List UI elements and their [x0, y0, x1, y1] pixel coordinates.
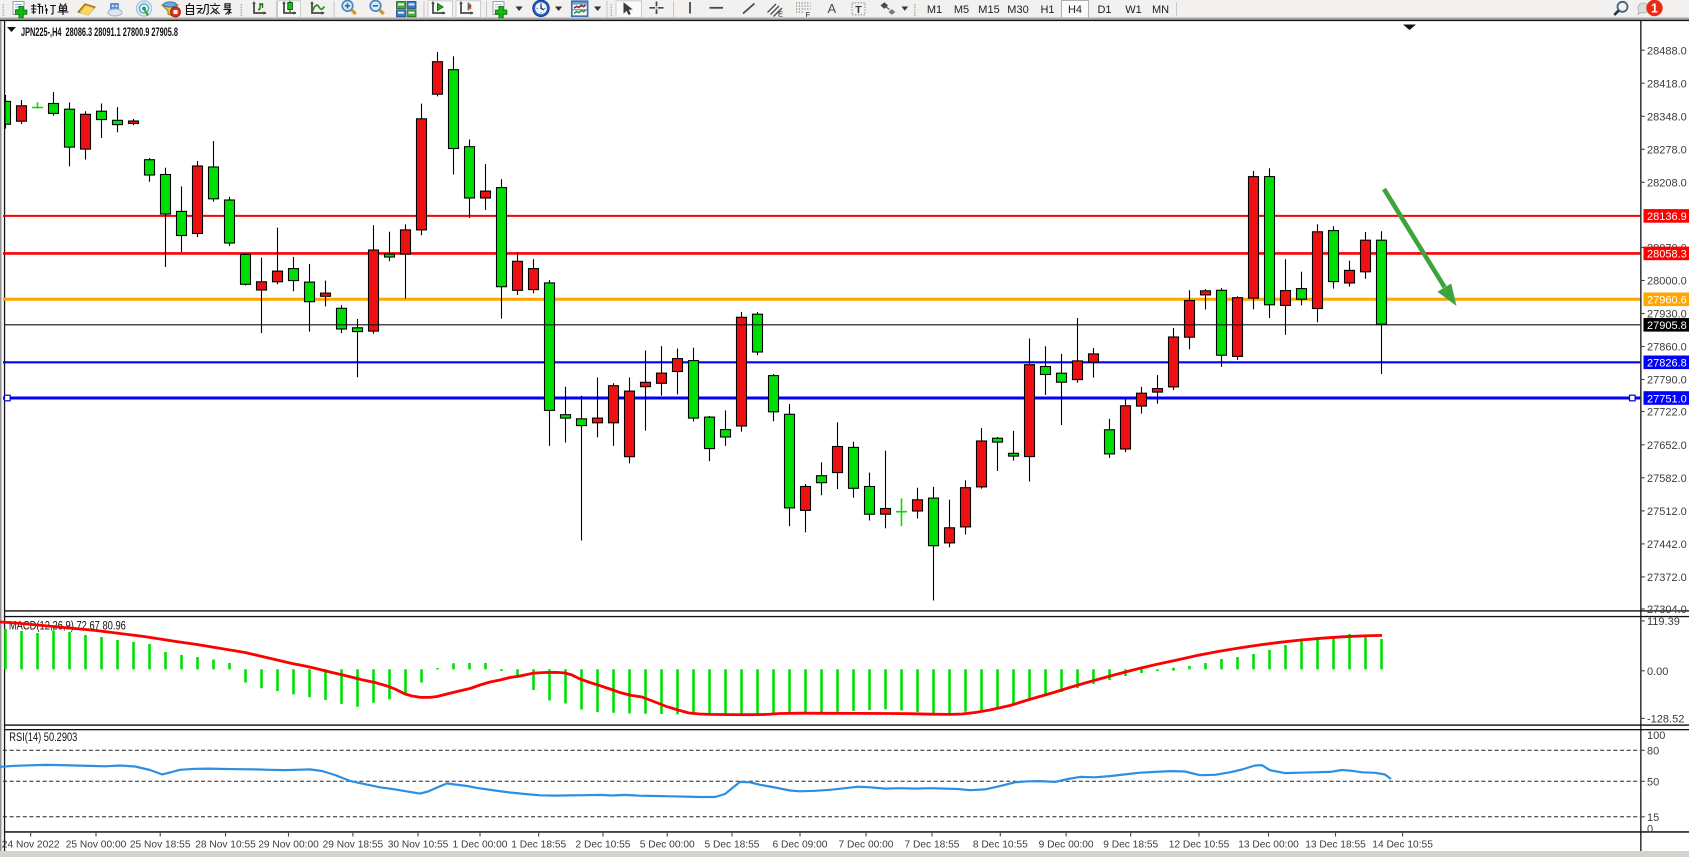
svg-text:30 Nov 10:55: 30 Nov 10:55 [388, 840, 449, 851]
svg-text:D1: D1 [1097, 4, 1111, 16]
svg-text:28278.0: 28278.0 [1647, 145, 1687, 157]
svg-text:M15: M15 [978, 4, 999, 16]
svg-text:9 Dec 18:55: 9 Dec 18:55 [1103, 840, 1158, 851]
svg-text:0.00: 0.00 [1647, 666, 1668, 678]
svg-text:8 Dec 10:55: 8 Dec 10:55 [973, 840, 1028, 851]
svg-text:M30: M30 [1007, 4, 1028, 16]
svg-text:28000.0: 28000.0 [1647, 276, 1687, 288]
svg-text:28208.0: 28208.0 [1647, 178, 1687, 190]
svg-text:28348.0: 28348.0 [1647, 112, 1687, 124]
svg-text:T: T [855, 4, 862, 16]
svg-text:28136.9: 28136.9 [1647, 211, 1687, 223]
svg-text:F: F [806, 10, 811, 19]
svg-text:1 Dec 00:00: 1 Dec 00:00 [453, 840, 508, 851]
svg-text:119.39: 119.39 [1647, 616, 1680, 628]
svg-text:MN: MN [1152, 4, 1169, 16]
svg-text:29 Nov 00:00: 29 Nov 00:00 [258, 840, 319, 851]
svg-text:28488.0: 28488.0 [1647, 45, 1687, 57]
svg-text:12 Dec 10:55: 12 Dec 10:55 [1169, 840, 1230, 851]
svg-text:13 Dec 00:00: 13 Dec 00:00 [1238, 840, 1299, 851]
svg-text:25 Nov 18:55: 25 Nov 18:55 [130, 840, 191, 851]
svg-text:100: 100 [1647, 730, 1665, 742]
svg-text:1 Dec 18:55: 1 Dec 18:55 [511, 840, 566, 851]
svg-text:1: 1 [1651, 2, 1658, 16]
svg-text:14 Dec 10:55: 14 Dec 10:55 [1372, 840, 1433, 851]
svg-text:27512.0: 27512.0 [1647, 506, 1687, 518]
svg-text:27442.0: 27442.0 [1647, 539, 1687, 551]
svg-text:0: 0 [1647, 824, 1653, 836]
svg-text:H1: H1 [1040, 4, 1054, 16]
svg-text:28418.0: 28418.0 [1647, 78, 1687, 90]
svg-text:7 Dec 18:55: 7 Dec 18:55 [905, 840, 960, 851]
svg-text:5 Dec 00:00: 5 Dec 00:00 [640, 840, 695, 851]
svg-text:5 Dec 18:55: 5 Dec 18:55 [705, 840, 760, 851]
svg-text:15: 15 [1647, 812, 1659, 824]
svg-text:27905.8: 27905.8 [1647, 320, 1687, 332]
svg-text:24 Nov 2022: 24 Nov 2022 [2, 840, 60, 851]
svg-text:27582.0: 27582.0 [1647, 473, 1687, 485]
svg-text:-128.52: -128.52 [1647, 714, 1684, 726]
svg-text:9 Dec 00:00: 9 Dec 00:00 [1039, 840, 1094, 851]
svg-text:27826.8: 27826.8 [1647, 358, 1687, 370]
svg-text:H4: H4 [1068, 4, 1082, 16]
svg-text:27790.0: 27790.0 [1647, 375, 1687, 387]
svg-text:25 Nov 00:00: 25 Nov 00:00 [66, 840, 127, 851]
svg-text:M1: M1 [927, 4, 942, 16]
svg-text:27372.0: 27372.0 [1647, 572, 1687, 584]
svg-text:27751.0: 27751.0 [1647, 393, 1687, 405]
svg-text:6 Dec 09:00: 6 Dec 09:00 [773, 840, 828, 851]
svg-text:80: 80 [1647, 746, 1659, 758]
svg-text:50: 50 [1647, 777, 1659, 789]
svg-text:W1: W1 [1125, 4, 1142, 16]
svg-text:2 Dec 10:55: 2 Dec 10:55 [576, 840, 631, 851]
svg-text:RSI(14) 50.2903: RSI(14) 50.2903 [9, 732, 77, 744]
svg-text:7 Dec 00:00: 7 Dec 00:00 [839, 840, 894, 851]
svg-text:M5: M5 [954, 4, 969, 16]
svg-text:29 Nov 18:55: 29 Nov 18:55 [323, 840, 384, 851]
svg-text:28 Nov 10:55: 28 Nov 10:55 [195, 840, 256, 851]
svg-text:27722.0: 27722.0 [1647, 407, 1687, 419]
svg-text:27652.0: 27652.0 [1647, 440, 1687, 452]
svg-text:27960.6: 27960.6 [1647, 295, 1687, 307]
svg-text:A: A [828, 1, 837, 16]
svg-text:JPN225-,H4 28086.3 28091.1 27: JPN225-,H4 28086.3 28091.1 27800.9 27905… [21, 27, 178, 39]
svg-text:27304.0: 27304.0 [1647, 604, 1687, 616]
svg-text:E: E [778, 10, 783, 19]
svg-text:28058.3: 28058.3 [1647, 249, 1687, 261]
svg-text:27860.0: 27860.0 [1647, 342, 1687, 354]
svg-text:13 Dec 18:55: 13 Dec 18:55 [1305, 840, 1366, 851]
